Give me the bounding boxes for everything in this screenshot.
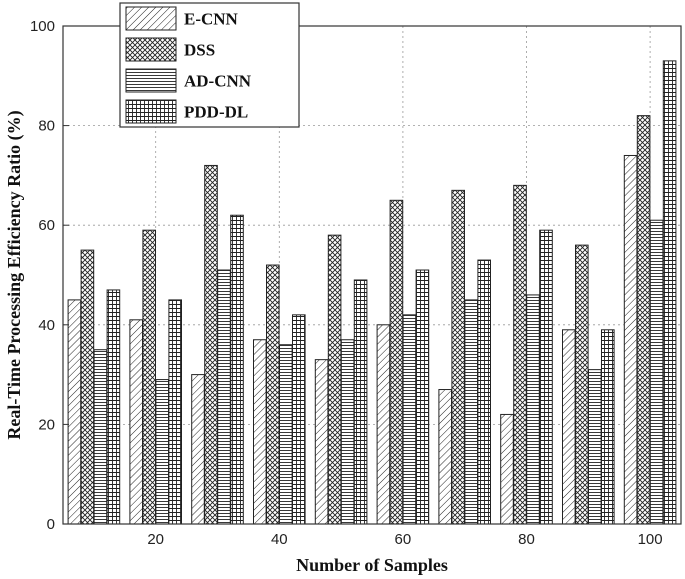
legend-item-pdd-dl: PDD-DL: [125, 99, 248, 124]
legend-label-pdd-dl: PDD-DL: [184, 103, 248, 122]
bar-ad-cnn-50: [340, 339, 355, 525]
legend: E-CNN DSS AD-CNN PDD-DL: [119, 2, 300, 128]
bar-ad-cnn-100: [649, 219, 664, 525]
bar-dss-40: [266, 264, 280, 525]
bar-ad-cnn-80: [526, 294, 540, 525]
bar-dss-60: [389, 199, 404, 525]
bar-dss-20: [142, 229, 156, 525]
bar-dss-50: [327, 234, 342, 525]
bar-ad-cnn-30: [217, 269, 231, 525]
x-tick-label: 80: [518, 531, 535, 548]
y-tick-label: 60: [38, 217, 55, 234]
y-axis-title: Real-Time Processing Efficiency Ratio (%…: [4, 110, 25, 439]
bar-e-cnn-100: [623, 154, 638, 525]
bar-ad-cnn-10: [93, 349, 108, 525]
legend-item-e-cnn: E-CNN: [125, 6, 239, 31]
bar-dss-30: [204, 164, 218, 525]
bar-pdd-dl-60: [415, 269, 430, 525]
bars: [67, 60, 677, 525]
bar-e-cnn-40: [253, 339, 267, 525]
legend-label-e-cnn: E-CNN: [184, 10, 239, 29]
bar-e-cnn-90: [562, 329, 576, 525]
x-axis-ticks: 20 40 60 80 100: [147, 518, 663, 548]
bar-pdd-dl-20: [168, 299, 182, 525]
bar-dss-100: [636, 115, 651, 525]
bar-e-cnn-30: [191, 374, 205, 525]
bar-pdd-dl-80: [539, 229, 553, 525]
bar-e-cnn-20: [129, 319, 143, 525]
legend-swatch-pdd-dl: [125, 99, 177, 124]
x-tick-label: 40: [271, 531, 288, 548]
bar-pdd-dl-70: [477, 259, 491, 525]
x-tick-label: 20: [147, 531, 164, 548]
x-axis-title: Number of Samples: [296, 555, 448, 575]
y-tick-label: 40: [38, 317, 55, 334]
bar-ad-cnn-20: [155, 379, 169, 525]
bar-e-cnn-10: [67, 299, 82, 525]
legend-swatch-ad-cnn: [125, 68, 177, 93]
bar-pdd-dl-10: [106, 289, 121, 525]
bar-dss-90: [575, 244, 589, 525]
bar-pdd-dl-50: [353, 279, 368, 525]
legend-item-dss: DSS: [125, 37, 215, 62]
bar-e-cnn-80: [500, 413, 514, 525]
legend-label-ad-cnn: AD-CNN: [184, 72, 252, 91]
plot-frame: [62, 25, 682, 525]
legend-swatch-e-cnn: [125, 6, 177, 31]
bar-ad-cnn-40: [279, 344, 293, 525]
bar-ad-cnn-70: [464, 299, 478, 525]
x-tick-label: 60: [395, 531, 412, 548]
bar-dss-80: [513, 184, 527, 525]
bar-ad-cnn-60: [402, 314, 417, 525]
y-tick-label: 0: [47, 516, 55, 533]
x-tick-label: 100: [638, 531, 663, 548]
bar-e-cnn-50: [314, 359, 329, 525]
legend-item-ad-cnn: AD-CNN: [125, 68, 252, 93]
bar-pdd-dl-90: [601, 329, 615, 525]
bar-e-cnn-70: [438, 389, 452, 525]
bar-dss-10: [80, 249, 95, 525]
y-tick-label: 100: [30, 18, 55, 35]
bar-e-cnn-60: [376, 324, 391, 525]
bar-pdd-dl-30: [230, 214, 244, 525]
legend-swatch-dss: [125, 37, 177, 62]
y-tick-label: 80: [38, 118, 55, 135]
bar-pdd-dl-40: [292, 314, 306, 525]
bar-dss-70: [451, 189, 465, 525]
legend-label-dss: DSS: [184, 41, 215, 60]
y-axis-ticks: 0 20 40 60 80 100: [30, 18, 69, 533]
y-tick-label: 20: [38, 416, 55, 433]
bar-pdd-dl-100: [662, 60, 677, 525]
bar-ad-cnn-90: [588, 369, 602, 525]
